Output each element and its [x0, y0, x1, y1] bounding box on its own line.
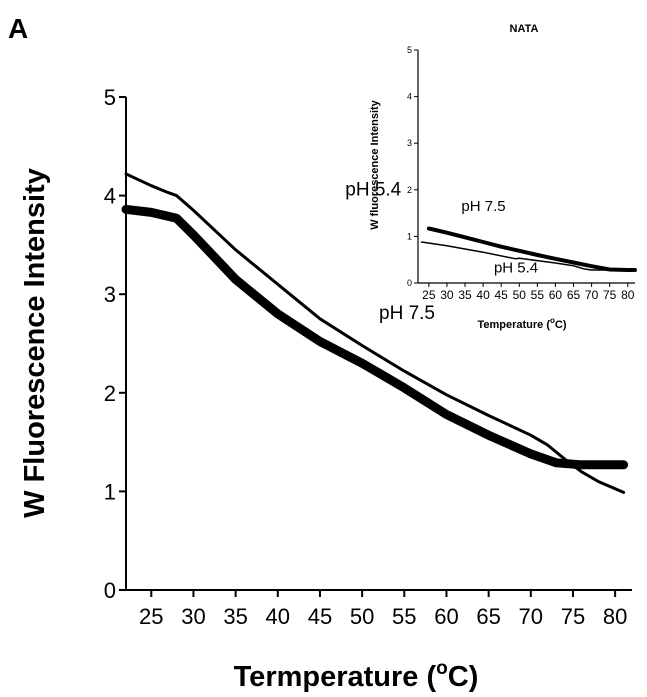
inset-y-tick-label: 0	[407, 278, 412, 288]
main-x-tick-label: 30	[181, 604, 205, 629]
inset-x-tick-label: 60	[549, 288, 563, 302]
inset-annotation: pH 7.5	[461, 198, 505, 215]
main-x-tick-label: 65	[476, 604, 500, 629]
main-annotation: pH 7.5	[379, 303, 435, 324]
main-x-tick-label: 60	[434, 604, 458, 629]
inset-x-axis-title-unit: C)	[555, 319, 567, 331]
main-x-axis-title: Termperature (oC)	[234, 658, 479, 693]
main-x-tick-label: 40	[266, 604, 290, 629]
main-x-tick-label: 70	[519, 604, 543, 629]
panel-label: A	[8, 13, 28, 44]
inset-y-tick-label: 5	[407, 45, 412, 55]
inset-x-tick-label: 45	[495, 288, 509, 302]
inset-x-axis-title-text: Temperature (	[477, 319, 550, 331]
main-x-axis-title-super: o	[436, 658, 448, 679]
inset-x-axis-title-super: o	[550, 316, 555, 325]
main-x-tick-label: 25	[139, 604, 163, 629]
main-x-tick-label: 55	[392, 604, 416, 629]
inset-annotation: pH 5.4	[494, 260, 538, 277]
main-x-tick-label: 50	[350, 604, 374, 629]
main-y-tick-label: 4	[104, 184, 116, 209]
inset-y-tick-label: 1	[407, 231, 412, 241]
inset-series-ph-5-4	[420, 241, 636, 271]
main-x-tick-label: 80	[603, 604, 627, 629]
main-y-axis-title: W Fluorescence Intensity	[19, 168, 51, 518]
inset-x-axis-title: Temperature (oC)	[477, 316, 566, 331]
inset-x-tick-label: 35	[458, 288, 472, 302]
inset-y-tick-label: 2	[407, 185, 412, 195]
main-annotations: pH 5.4 pH 7.5	[345, 180, 435, 324]
inset-x-tick-label: 75	[603, 288, 617, 302]
inset-x-tick-label: 55	[531, 288, 545, 302]
inset-series	[420, 226, 637, 272]
inset-x-tick-label: 80	[621, 288, 635, 302]
inset-x-tick-label: 30	[440, 288, 454, 302]
main-series	[121, 172, 629, 494]
inset-y-tick-label: 3	[407, 138, 412, 148]
main-series-ph-7-5	[121, 204, 629, 470]
inset-y-tick-label: 4	[407, 92, 412, 102]
main-y-tick-label: 0	[104, 578, 116, 603]
main-x-axis-title-unit: C)	[448, 661, 479, 693]
inset-x-tick-label: 50	[513, 288, 527, 302]
inset-x-tick-label: 40	[476, 288, 490, 302]
main-y-tick-label: 2	[104, 381, 116, 406]
main-y-tick-label: 5	[104, 85, 116, 110]
inset-annotations: pH 7.5 pH 5.4	[461, 198, 538, 277]
inset-x-tick-label: 70	[585, 288, 599, 302]
main-x-tick-label: 45	[308, 604, 332, 629]
inset-x-tick-label: 65	[567, 288, 581, 302]
inset-title: NATA	[510, 23, 539, 35]
main-x-tick-label: 35	[223, 604, 247, 629]
inset-x-tick-label: 25	[422, 288, 436, 302]
main-x-axis-title-text: Termperature (	[234, 661, 437, 693]
main-annotation: pH 5.4	[345, 180, 401, 201]
main-x-tick-label: 75	[561, 604, 585, 629]
inset-y-axis-title: W fluorescence Intensity	[369, 99, 381, 229]
main-y-tick-label: 1	[104, 479, 116, 504]
main-y-tick-label: 3	[104, 282, 116, 307]
